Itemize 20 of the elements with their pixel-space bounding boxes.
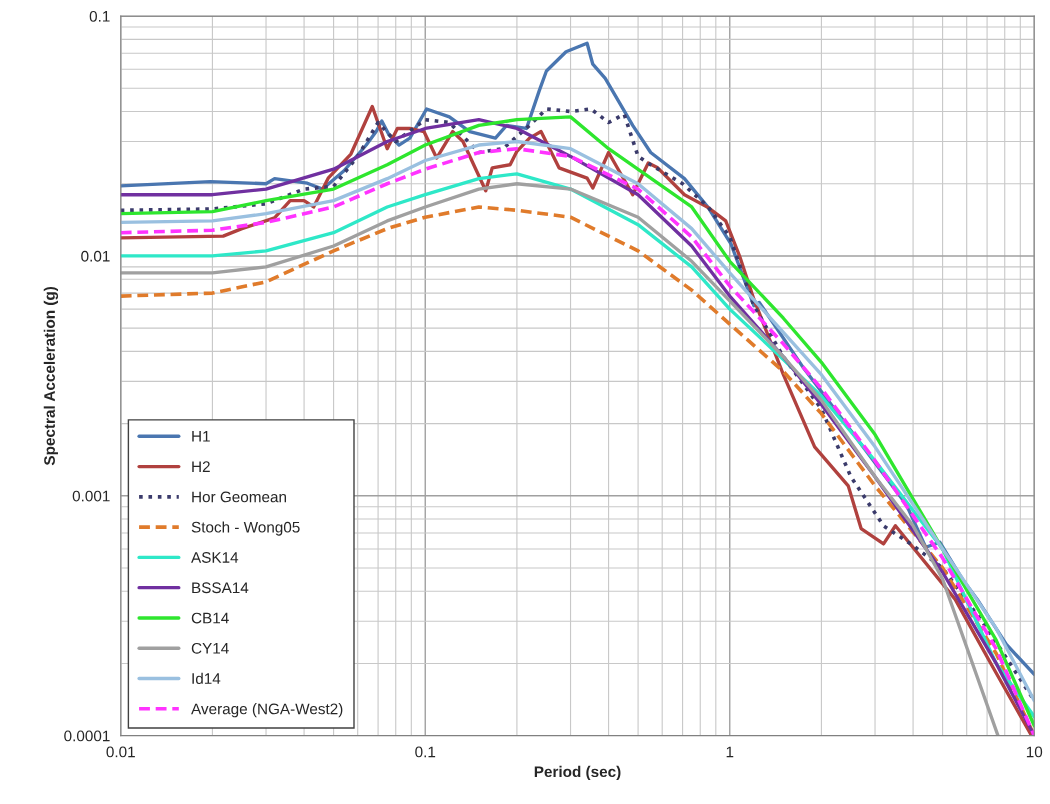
- legend-label: H1: [192, 431, 210, 442]
- legend-label: CY14: [191, 642, 229, 654]
- legend-label: Hor Geomean: [192, 491, 286, 503]
- legend-label: H2: [192, 461, 210, 472]
- x-tick-label: 0.1: [415, 746, 436, 758]
- legend-label: Id14: [192, 672, 221, 685]
- legend-label: Stoch - Wong05: [191, 521, 300, 536]
- y-tick-label: 0.01: [81, 250, 110, 262]
- y-tick-label: 0.0001: [64, 730, 110, 742]
- legend-label: Average (NGA-West2): [191, 703, 343, 718]
- x-tick-label: 0.01: [106, 746, 135, 758]
- y-tick-label: 0.1: [89, 10, 110, 22]
- legend-label: BSSA14: [192, 582, 249, 594]
- x-axis-title: Period (sec): [534, 765, 621, 781]
- legend-label: CB14: [191, 612, 229, 624]
- y-tick-label: 0.001: [72, 490, 110, 502]
- legend-label: ASK14: [191, 552, 239, 563]
- y-axis-title: Spectral Acceleration (g): [43, 286, 59, 466]
- x-tick-label: 1: [726, 746, 734, 758]
- x-tick-label: 10: [1026, 746, 1043, 758]
